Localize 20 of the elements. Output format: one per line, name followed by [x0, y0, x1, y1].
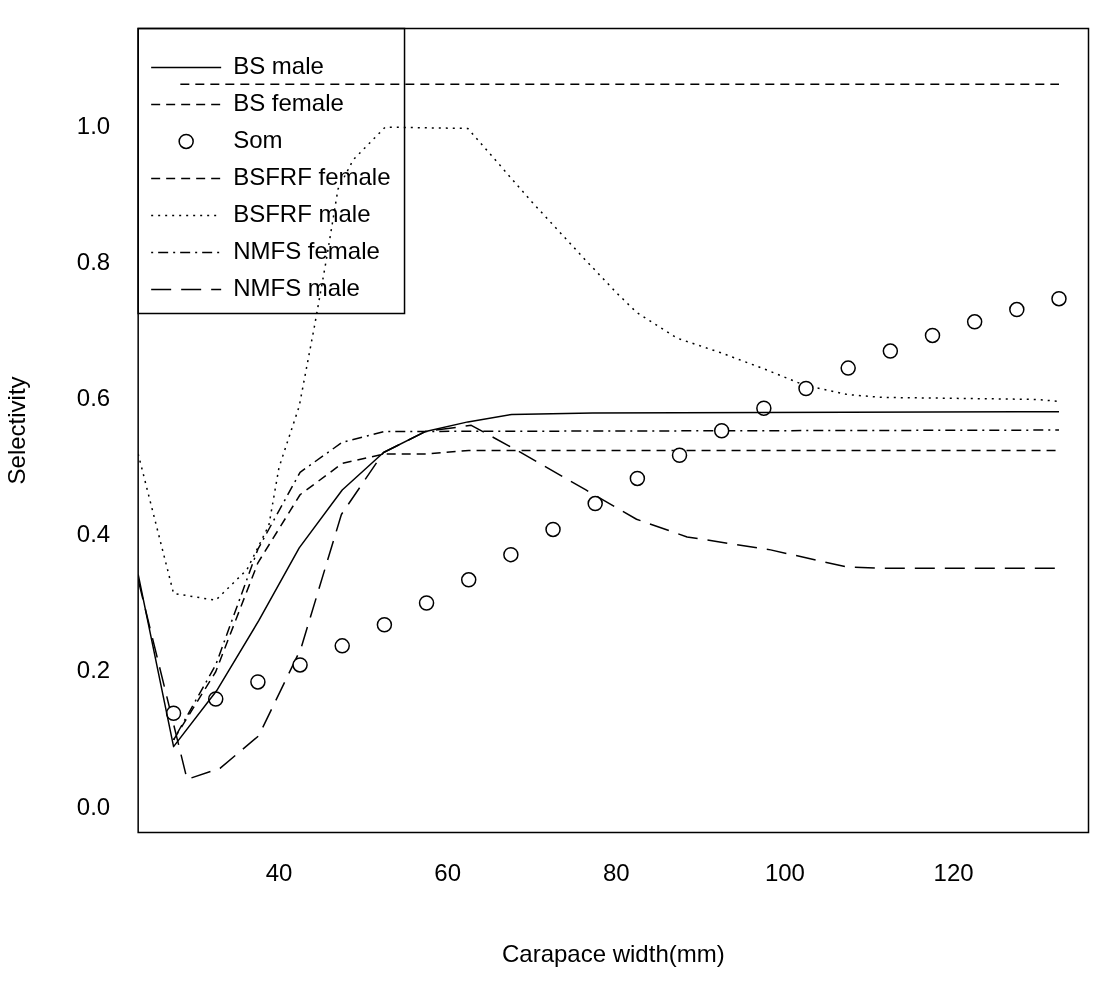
x-tick-label: 40 [265, 859, 293, 887]
y-tick-label: 1.0 [76, 111, 111, 139]
y-axis-title: Selectivity [3, 376, 31, 485]
legend-label: BS male [233, 52, 324, 80]
x-tick-label: 60 [434, 859, 461, 887]
y-tick-label: 0.6 [76, 384, 111, 412]
y-tick-label: 0.4 [76, 520, 111, 548]
x-tick-label: 100 [764, 859, 805, 887]
x-tick-label: 120 [933, 859, 974, 887]
legend-label: BSFRF male [233, 200, 371, 228]
legend-label: NMFS female [233, 237, 380, 265]
legend-label: NMFS male [233, 274, 360, 302]
legend-label: BSFRF female [233, 163, 391, 191]
y-tick-label: 0.2 [76, 656, 111, 684]
x-axis-title: Carapace width(mm) [501, 940, 725, 968]
legend-label: Som [233, 126, 283, 154]
legend-label: BS female [233, 89, 344, 117]
x-tick-label: 80 [602, 859, 630, 887]
y-tick-label: 0.8 [76, 247, 111, 275]
y-tick-label: 0.0 [76, 792, 111, 820]
